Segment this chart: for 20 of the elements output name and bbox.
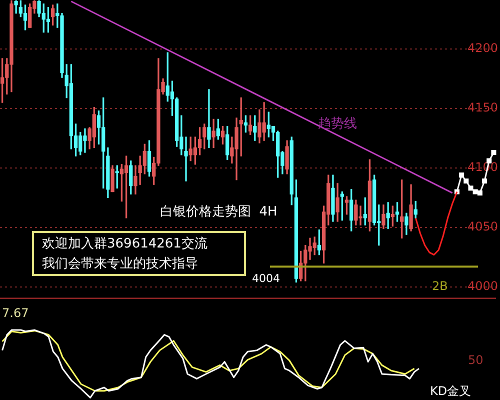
point — [459, 172, 464, 178]
text: 7.67 — [2, 306, 29, 320]
point — [472, 189, 478, 194]
annotation: 50 — [468, 353, 484, 368]
annotation: 我们会带来专业的技术指导 — [42, 256, 198, 272]
annotation: 4004 — [252, 272, 280, 285]
point — [491, 150, 496, 155]
point — [464, 178, 469, 184]
point — [468, 186, 474, 191]
annotation: KD金叉 — [430, 384, 472, 398]
y-tick-label: 4150 — [467, 100, 498, 115]
point — [477, 190, 482, 196]
y-tick-label: 4200 — [467, 41, 498, 56]
point — [482, 178, 488, 184]
annotation: 白银价格走势图 4H — [160, 204, 278, 220]
y-tick-label: 4000 — [467, 279, 498, 294]
annotation: 欢迎加入群369614261交流 — [42, 235, 208, 252]
y-tick-label: 4050 — [467, 220, 498, 234]
ref-line-label: 2B — [432, 278, 448, 293]
annotation: 趋势线 — [318, 116, 357, 132]
